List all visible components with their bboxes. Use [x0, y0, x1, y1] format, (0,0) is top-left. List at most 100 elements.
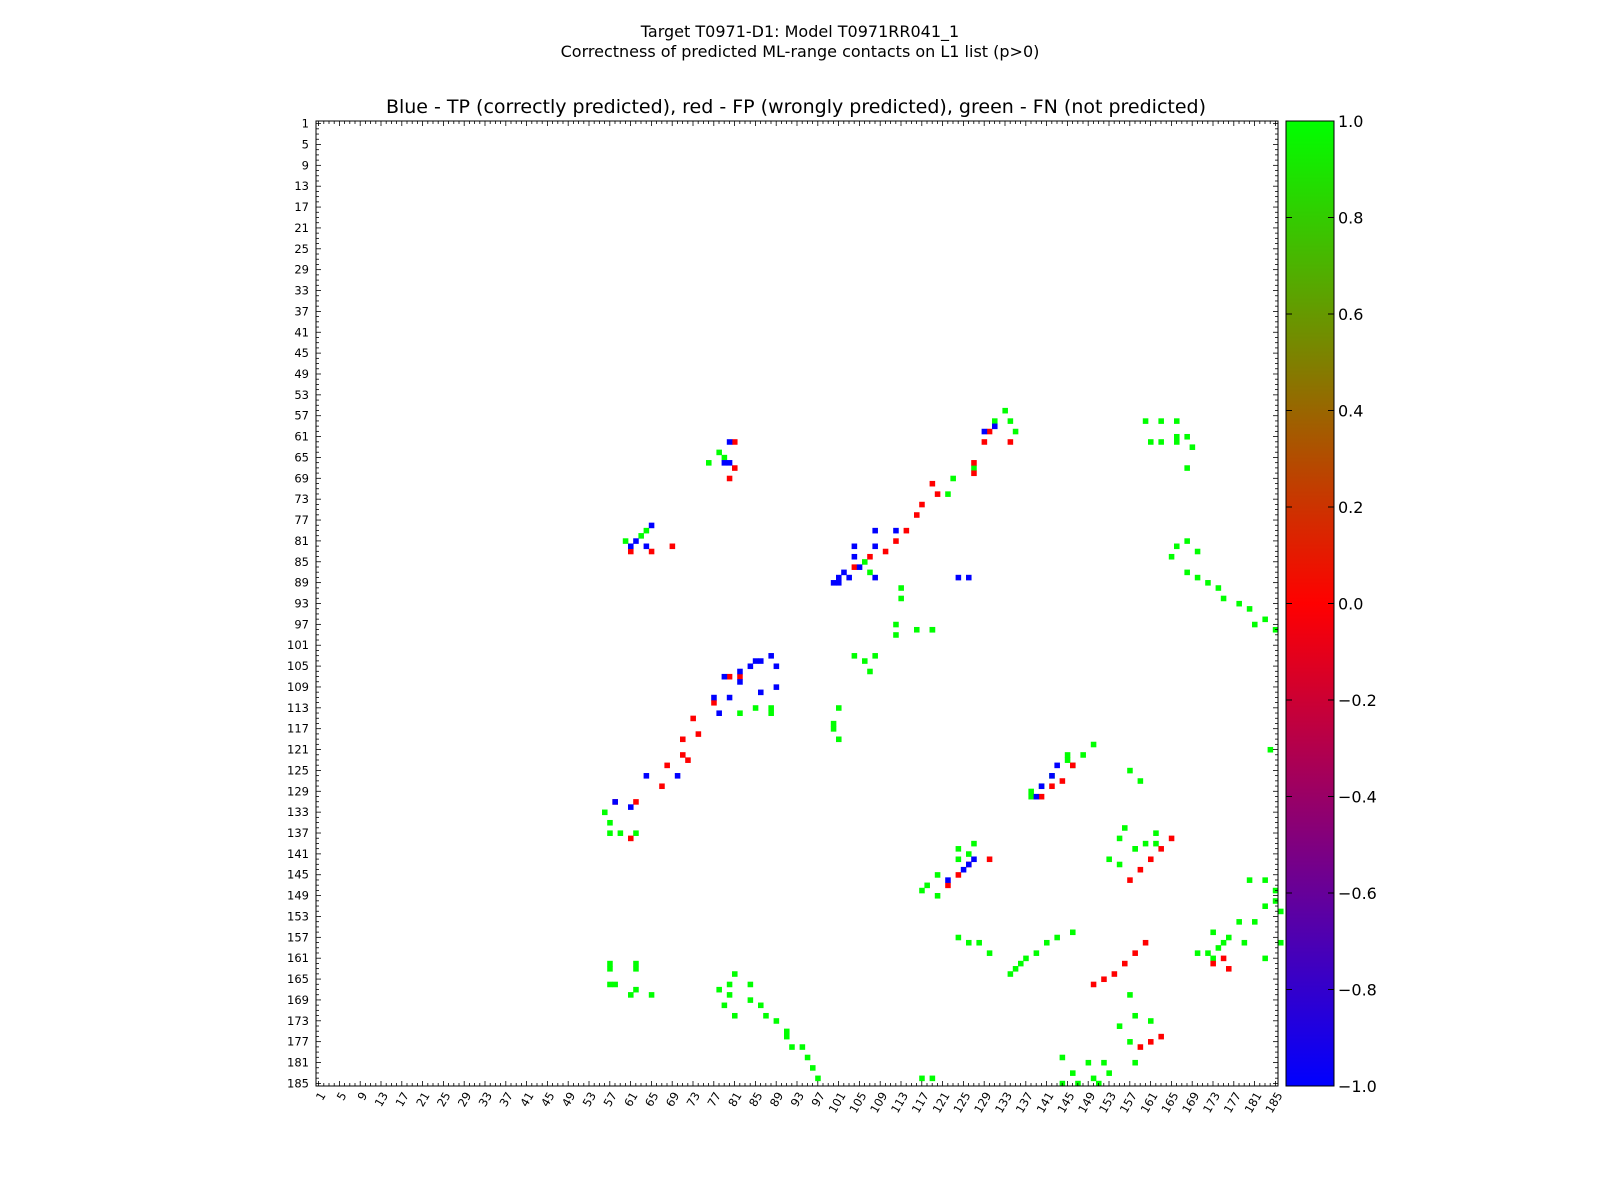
contact-cell-fn [643, 527, 650, 534]
x-tick-label: 69 [663, 1090, 682, 1110]
contact-cell-tp [945, 877, 951, 883]
y-tick-label: 185 [287, 1076, 309, 1090]
x-tick-label: 153 [1096, 1090, 1119, 1116]
contact-cell-fn [1215, 585, 1222, 591]
contact-cell-fp [1158, 846, 1164, 852]
x-tick-label: 57 [600, 1090, 619, 1110]
x-tick-label: 101 [826, 1090, 849, 1116]
contact-cell-fn [919, 1075, 925, 1082]
contact-cell-fn [1106, 1070, 1112, 1076]
contact-cell-tp [674, 773, 681, 779]
contact-cell-fn [1168, 553, 1175, 560]
contact-cell-fn [950, 475, 956, 482]
x-tick-label: 65 [642, 1090, 661, 1110]
contact-cell-fn [617, 830, 624, 836]
contact-cell-fn [1205, 580, 1211, 586]
contact-cell-fp [1111, 971, 1118, 977]
y-tick-label: 5 [302, 137, 309, 151]
y-tick-label: 9 [302, 158, 309, 172]
contact-cell-fn [758, 1002, 764, 1009]
contact-cell-fn [773, 1018, 780, 1024]
contact-cell-fn [1158, 439, 1164, 445]
contact-cell-fn [1044, 939, 1050, 946]
contact-cell-tp [726, 439, 733, 445]
contact-cell-fn [607, 960, 613, 967]
contact-cell-fn [1278, 939, 1284, 946]
contact-cell-fn [1132, 1012, 1138, 1019]
contact-cell-fp [882, 548, 889, 555]
contact-cell-fn [971, 840, 977, 847]
y-tick-label: 153 [287, 909, 309, 923]
contact-cell-fp [1220, 955, 1227, 962]
contact-cell-fn [1116, 835, 1123, 842]
contact-cell-tp [856, 564, 863, 570]
y-tick-label: 133 [287, 805, 309, 819]
contact-cell-tp [836, 580, 842, 586]
contact-cell-tp [872, 574, 878, 581]
contact-cell-fp [1226, 966, 1232, 972]
contact-cell-fn [1267, 746, 1274, 753]
contact-cell-fn [747, 981, 754, 988]
contact-cell-fn [929, 1075, 936, 1082]
contact-cell-fn [1236, 600, 1242, 607]
contact-cell-fn [612, 981, 618, 988]
contact-cell-fn [1174, 439, 1180, 445]
plot-area-frame [315, 120, 1279, 1087]
contact-cell-tp [851, 553, 858, 560]
x-tick-label: 161 [1138, 1090, 1161, 1116]
contact-cell-tp [872, 543, 878, 550]
contact-cell-fn [1070, 1070, 1076, 1076]
contact-cell-fp [737, 673, 743, 680]
y-tick-label: 61 [294, 430, 309, 444]
y-tick-label: 137 [287, 826, 309, 840]
contact-cell-fn [648, 992, 655, 998]
contact-cell-fp [934, 491, 941, 497]
contact-cell-fn [804, 1054, 811, 1061]
contact-cell-fp [1142, 939, 1149, 946]
contact-cell-fp [1137, 1044, 1144, 1050]
x-tick-label: 97 [808, 1090, 827, 1110]
contact-cell-fp [851, 564, 858, 570]
figure-title-line-2: Correctness of predicted ML-range contac… [560, 42, 1040, 61]
contact-cell-fn [789, 1044, 795, 1050]
contact-cell-tp [721, 460, 728, 466]
contact-cell-fn [986, 950, 993, 956]
contact-cell-fn [1090, 1075, 1097, 1082]
y-tick-label: 73 [294, 492, 309, 506]
y-tick-label: 21 [294, 221, 309, 235]
x-tick-label: 129 [971, 1090, 994, 1116]
y-tick-label: 57 [294, 409, 309, 423]
contact-cell-fn [862, 658, 868, 664]
contact-cell-fn [1101, 1059, 1107, 1066]
y-tick-label: 89 [294, 576, 309, 590]
y-tick-label: 113 [287, 701, 309, 715]
colorbar-tick-label: −0.6 [1338, 884, 1377, 903]
contact-cell-fn [955, 846, 962, 852]
contact-cell-fn [893, 632, 899, 638]
contact-cell-tp [752, 658, 759, 664]
contact-cell-fn [1142, 840, 1149, 847]
colorbar-tick-label: −0.4 [1338, 788, 1377, 807]
contact-cell-tp [737, 668, 743, 675]
y-tick-label: 157 [287, 930, 309, 944]
contact-cell-fn [747, 997, 754, 1003]
x-tick-label: 53 [580, 1090, 599, 1110]
contact-cell-tp [758, 689, 764, 696]
contact-cell-fn [1220, 939, 1227, 946]
contact-cell-fn [924, 882, 930, 889]
contact-cell-fn [1241, 939, 1248, 946]
y-tick-label: 85 [294, 555, 309, 569]
y-tick-label: 33 [294, 284, 309, 298]
contact-cell-fn [633, 966, 639, 972]
contact-cell-tp [836, 574, 842, 581]
contact-cell-fp [867, 553, 873, 560]
contact-cell-fp [732, 465, 738, 471]
contact-cell-tp [955, 574, 962, 581]
contact-cell-fp [971, 460, 977, 466]
y-tick-label: 169 [287, 993, 309, 1007]
contact-cell-fn [1127, 767, 1133, 774]
contact-cell-fp [1070, 762, 1076, 769]
x-tick-label: 181 [1242, 1090, 1265, 1116]
contact-cell-fn [1189, 444, 1196, 450]
contact-cell-fn [836, 736, 842, 743]
